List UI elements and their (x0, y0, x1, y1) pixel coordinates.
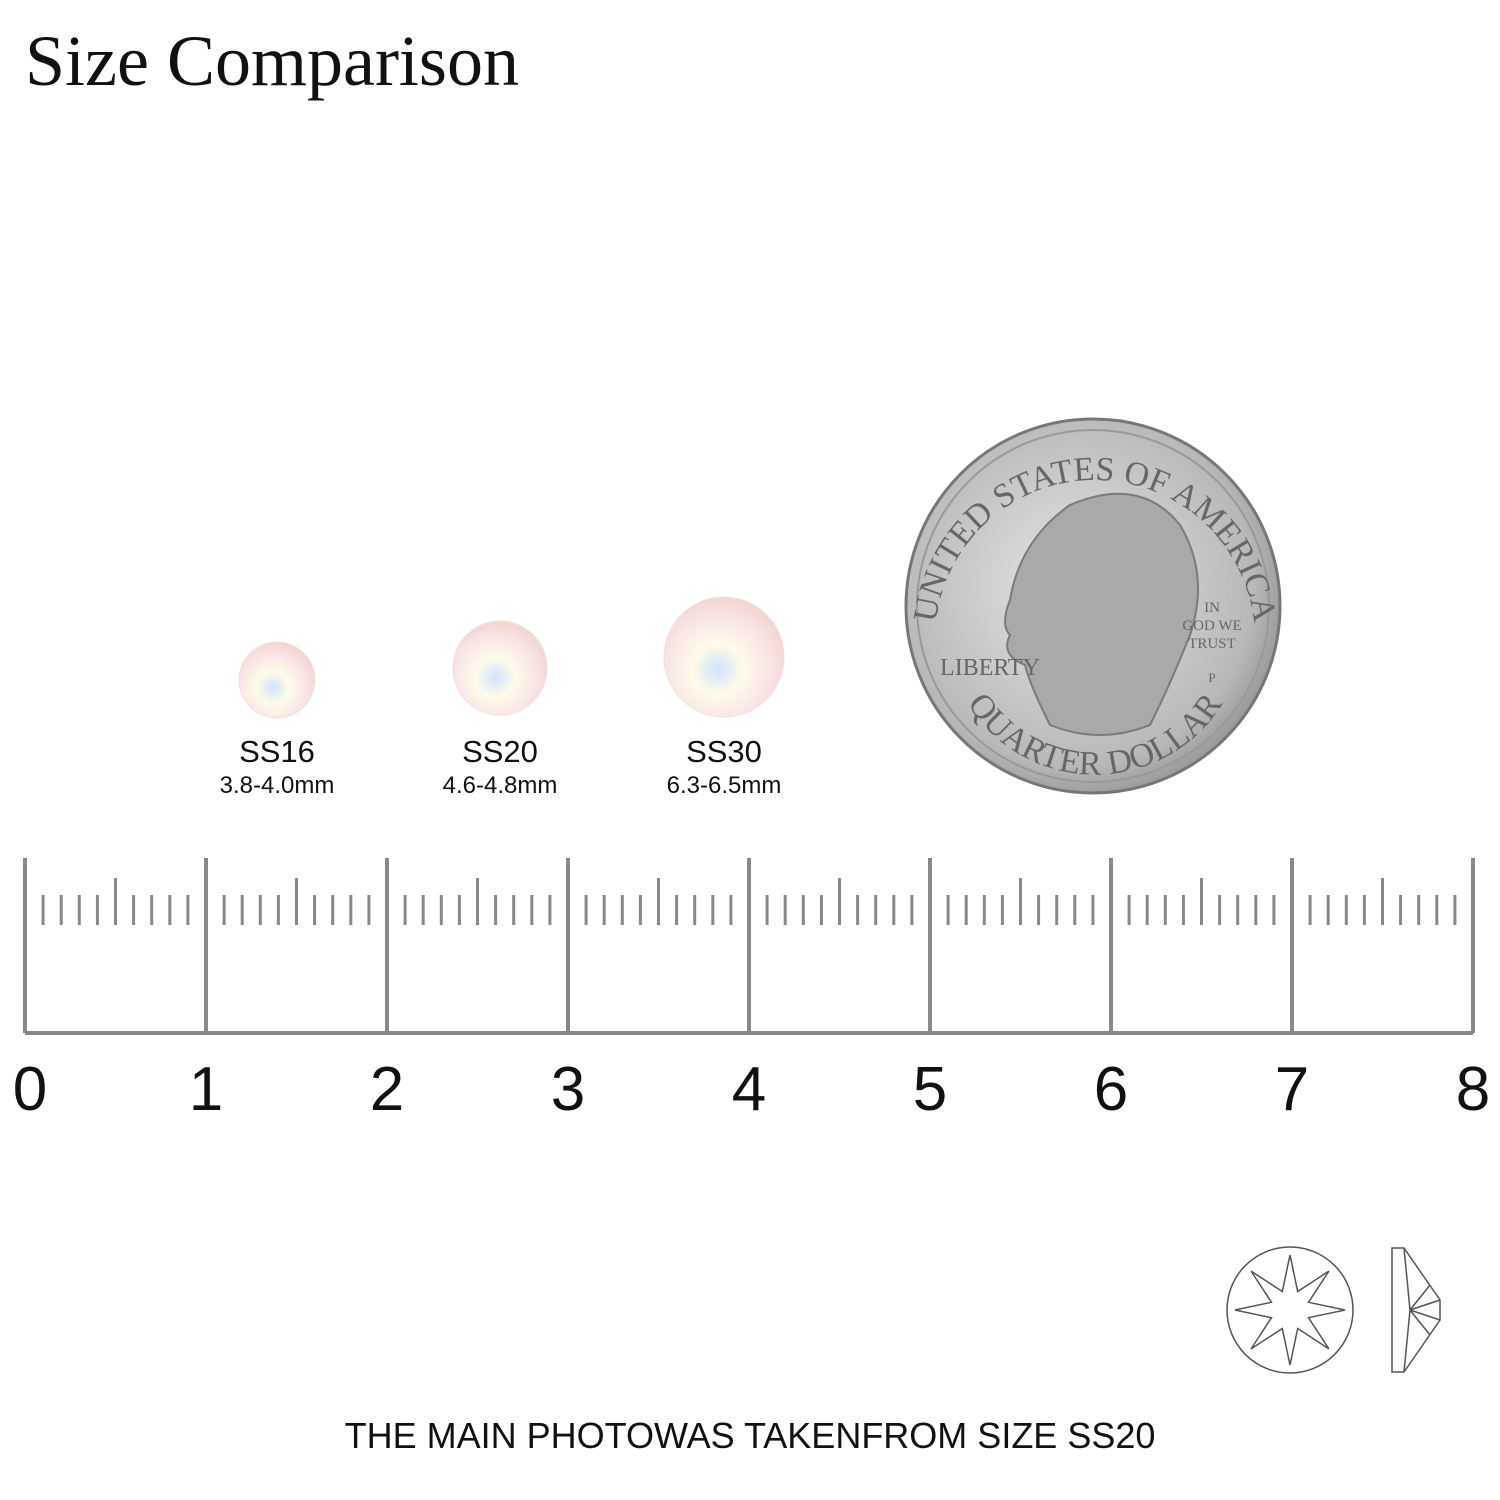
gem-label: SS16 (239, 734, 315, 769)
ruler-label: 8 (1456, 1055, 1490, 1124)
footer: THE MAIN PHOTOWAS TAKENFROM SIZE SS20 (345, 1415, 1156, 1456)
coin: UNITED STATES OF AMERICA QUARTER DOLLAR … (904, 417, 1283, 795)
coin-motto: TRUST (1188, 636, 1236, 652)
coin-motto: GOD WE (1182, 618, 1241, 634)
coin-portrait (1004, 492, 1199, 736)
ruler-label: 7 (1275, 1055, 1309, 1124)
coin-liberty: LIBERTY (940, 655, 1040, 681)
ruler-label: 2 (370, 1055, 404, 1124)
coin-motto: IN (1204, 600, 1220, 616)
diagram-star (1234, 1254, 1346, 1366)
gem-label: SS30 (686, 734, 762, 769)
gem (238, 641, 316, 719)
gem-size: 3.8-4.0mm (220, 772, 335, 799)
ruler: 0 1 2 3 4 5 6 7 8 (13, 858, 1490, 1124)
gem-size: 6.3-6.5mm (667, 772, 782, 799)
cut-diagram (1226, 1246, 1441, 1374)
gem (452, 620, 548, 716)
coin-rim (916, 429, 1270, 783)
diagram-top (1226, 1246, 1354, 1374)
ruler-label: 3 (551, 1055, 585, 1124)
ruler-label: 4 (732, 1055, 766, 1124)
gem-size: 4.6-4.8mm (443, 772, 558, 799)
title: Size Comparison (25, 21, 519, 101)
gems: SS16 3.8-4.0mm SS20 4.6-4.8mm SS30 6.3-6.5mm (220, 596, 785, 799)
diagram-side (1391, 1247, 1441, 1373)
coin-mint: P (1208, 670, 1215, 685)
gem (663, 596, 785, 718)
ruler-label: 6 (1094, 1055, 1128, 1124)
gem-label: SS20 (462, 734, 538, 769)
ruler-label: 0 (13, 1055, 47, 1124)
ruler-label: 1 (189, 1055, 223, 1124)
ruler-label: 5 (913, 1055, 947, 1124)
